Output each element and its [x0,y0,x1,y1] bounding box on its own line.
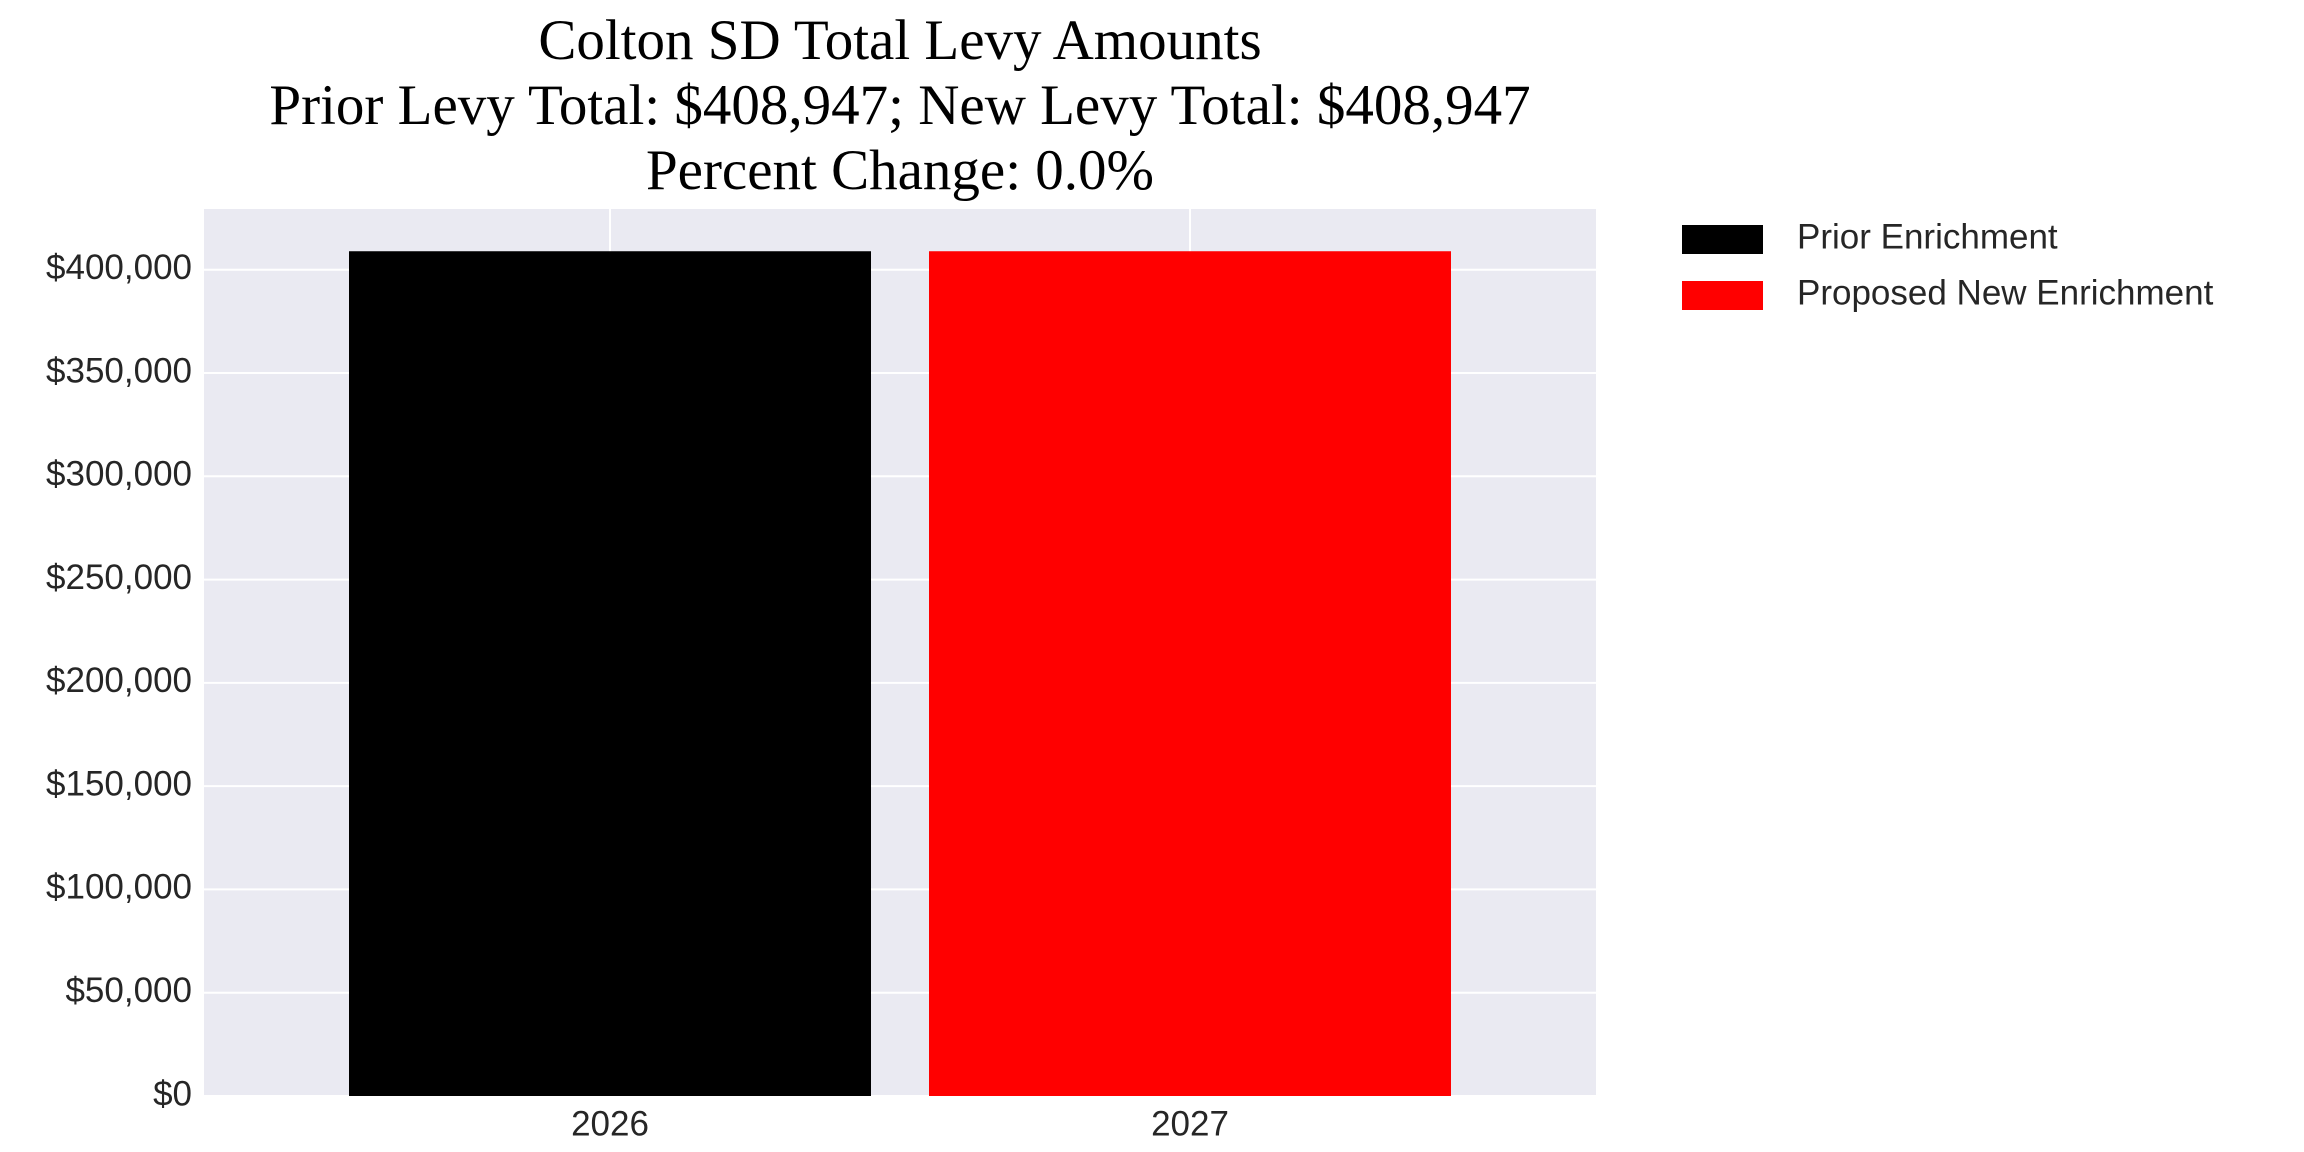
legend-swatch [1682,281,1763,310]
chart-title: Percent Change: 0.0% [646,139,1154,202]
chart-title: Colton SD Total Levy Amounts [538,9,1261,72]
y-tick-label: $300,000 [46,455,192,494]
bar [929,251,1451,1096]
y-tick-label: $100,000 [46,868,192,907]
y-tick-label: $200,000 [46,661,192,700]
bar [349,251,871,1096]
x-tick-label: 2027 [1151,1104,1229,1143]
y-tick-label: $150,000 [46,764,192,803]
y-tick-label: $0 [153,1074,192,1113]
y-tick-label: $250,000 [46,558,192,597]
y-tick-label: $50,000 [65,971,192,1010]
legend-label: Prior Enrichment [1797,217,2058,256]
legend-swatch [1682,225,1763,254]
y-tick-label: $400,000 [46,248,192,287]
y-tick-label: $350,000 [46,351,192,390]
chart-title: Prior Levy Total: $408,947; New Levy Tot… [269,74,1530,137]
x-tick-label: 2026 [571,1104,649,1143]
legend-label: Proposed New Enrichment [1797,273,2214,312]
